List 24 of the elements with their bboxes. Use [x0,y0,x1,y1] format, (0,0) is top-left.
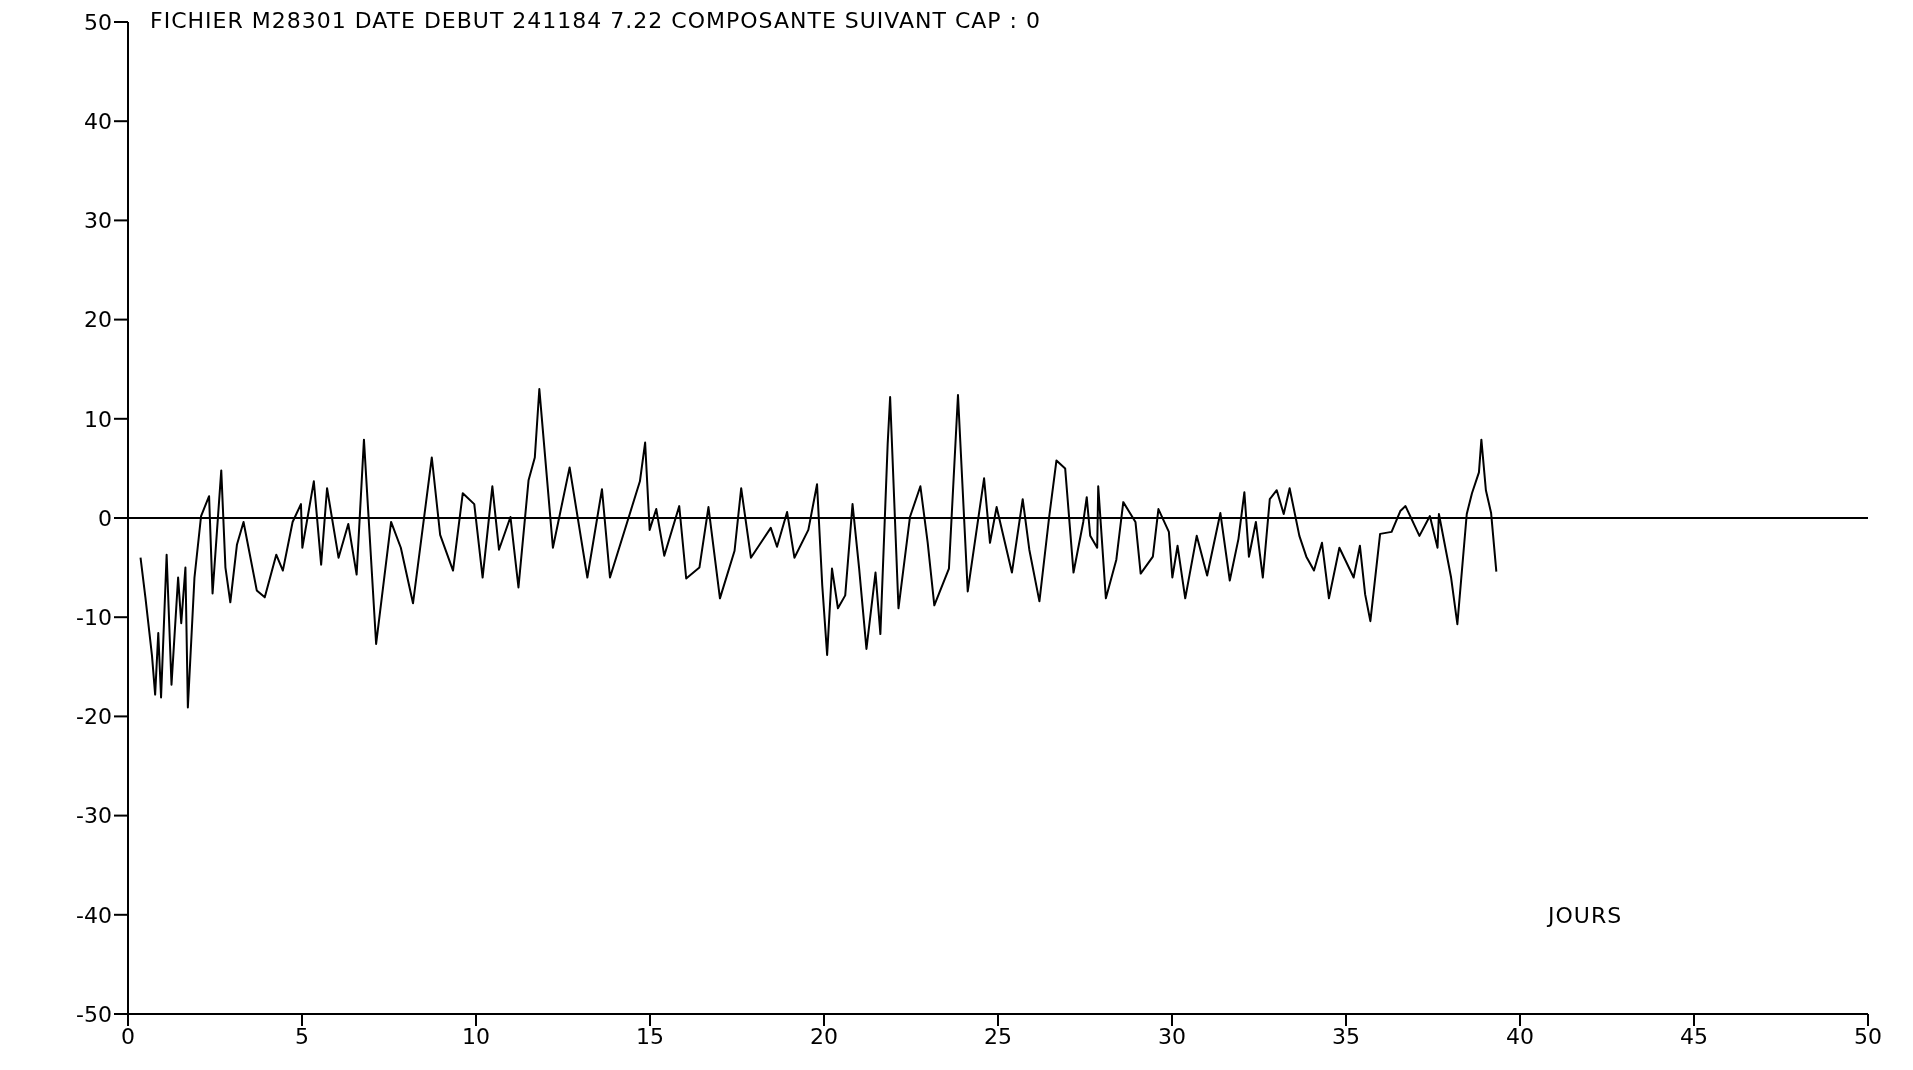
x-axis-title: JOURS [1548,903,1623,928]
x-tick-label: 0 [121,1023,135,1049]
y-tick-label: 40 [84,109,112,135]
x-tick-label: 20 [810,1023,838,1049]
chart-title: FICHIER M28301 DATE DEBUT 241184 7.22 COMPOSANTE SUIVANT CAP : 0 [150,8,1041,33]
y-tick-label: 50 [84,9,112,35]
x-tick-label: 5 [295,1023,309,1049]
y-tick-label: -20 [76,704,112,730]
x-tick-label: 35 [1332,1023,1360,1049]
y-tick-label: -10 [76,605,112,631]
y-tick-label: 10 [84,406,112,432]
y-tick-label: -30 [76,803,112,829]
x-tick-label: 50 [1854,1023,1882,1049]
y-tick-label: -50 [76,1001,112,1027]
x-tick-label: 40 [1506,1023,1534,1049]
y-tick-label: -40 [76,902,112,928]
y-tick-label: 0 [98,505,112,531]
x-tick-label: 25 [984,1023,1012,1049]
y-tick-label: 30 [84,208,112,234]
x-tick-label: 30 [1158,1023,1186,1049]
x-tick-label: 15 [636,1023,664,1049]
x-tick-label: 45 [1680,1023,1708,1049]
y-tick-label: 20 [84,307,112,333]
x-tick-label: 10 [462,1023,490,1049]
